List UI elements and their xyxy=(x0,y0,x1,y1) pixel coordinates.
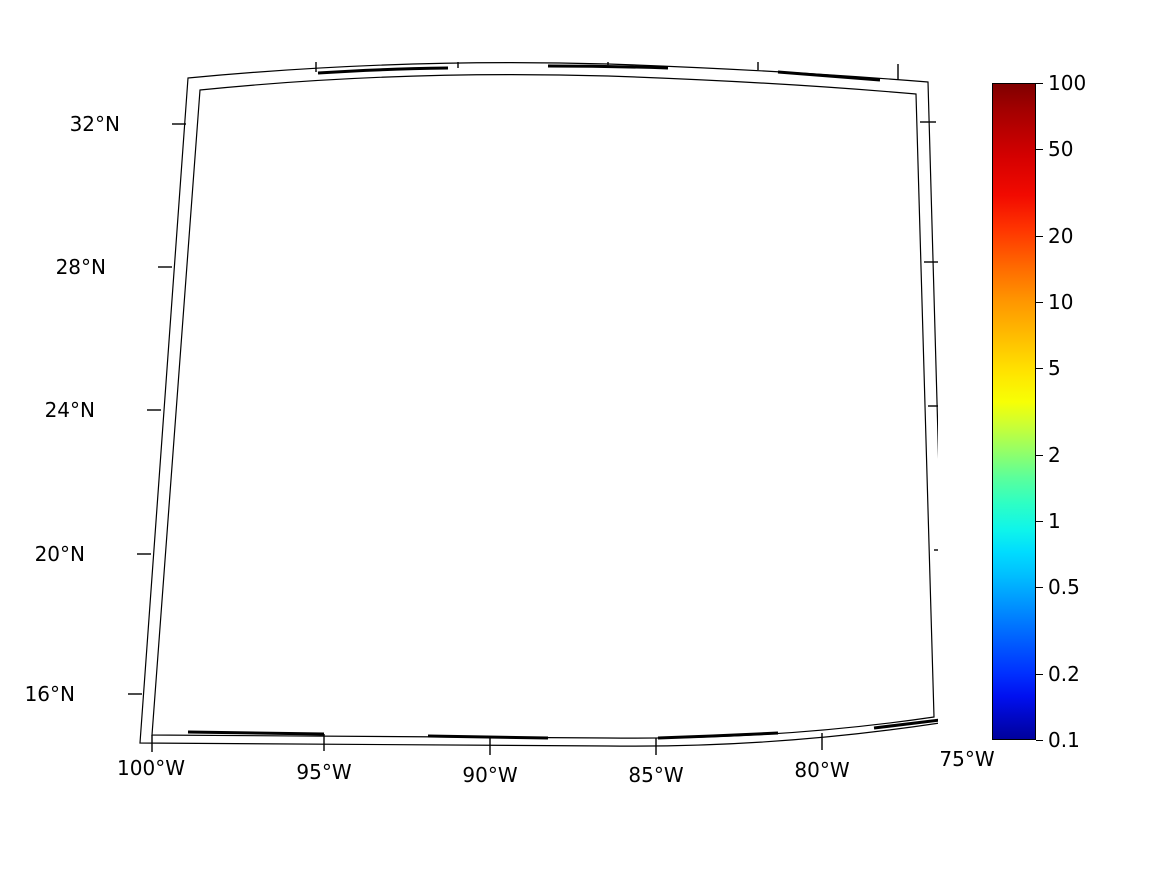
colorbar-label-10: 10 xyxy=(1048,290,1074,314)
colorbar-label-5: 5 xyxy=(1048,356,1061,380)
lon-tick-label-85w: 85°W xyxy=(628,763,684,787)
map-axes[interactable]: 32°N 28°N 24°N 20°N 16°N 100°W 95°W 90°W… xyxy=(25,62,995,787)
lat-tick-label-24n: 24°N xyxy=(44,398,95,422)
colorbar-tick-5 xyxy=(1036,368,1043,369)
frame-ticks-band xyxy=(187,64,938,740)
lon-tick-label-100w: 100°W xyxy=(117,756,185,780)
colorbar-tick-0.2 xyxy=(1036,674,1043,675)
colorbar-label-0.5: 0.5 xyxy=(1048,575,1080,599)
colorbar-tick-0.1 xyxy=(1036,740,1043,741)
lon-tick-marks xyxy=(151,733,823,755)
top-tick-marks xyxy=(315,62,899,80)
map-plot[interactable] xyxy=(128,62,938,762)
colorbar-tick-100 xyxy=(1036,83,1043,84)
colorbar-tick-1 xyxy=(1036,521,1043,522)
colorbar-label-100: 100 xyxy=(1048,71,1087,95)
colorbar-label-0.1: 0.1 xyxy=(1048,728,1080,752)
lon-tick-label-80w: 80°W xyxy=(794,758,850,782)
colorbar-label-0.2: 0.2 xyxy=(1048,662,1080,686)
lon-tick-label-75w: 75°W xyxy=(939,747,995,771)
colorbar-label-1: 1 xyxy=(1048,509,1061,533)
colorbar-gradient[interactable] xyxy=(992,83,1036,740)
lat-tick-label-32n: 32°N xyxy=(69,112,120,136)
right-tick-marks xyxy=(920,121,938,551)
lat-tick-label-20n: 20°N xyxy=(34,542,85,566)
colorbar-label-20: 20 xyxy=(1048,224,1074,248)
colorbar-label-50: 50 xyxy=(1048,137,1074,161)
lat-tick-label-16n: 16°N xyxy=(24,682,75,706)
frame-outer-band xyxy=(139,62,938,747)
colorbar[interactable]: 100 50 20 10 5 2 1 0.5 0.2 0.1 xyxy=(992,71,1086,752)
colorbar-label-2: 2 xyxy=(1048,443,1061,467)
lon-tick-label-95w: 95°W xyxy=(296,760,352,784)
colorbar-tick-0.5 xyxy=(1036,587,1043,588)
colorbar-tick-10 xyxy=(1036,302,1043,303)
colorbar-tick-20 xyxy=(1036,236,1043,237)
lon-tick-label-90w: 90°W xyxy=(462,763,518,787)
lat-tick-label-28n: 28°N xyxy=(55,255,106,279)
lat-tick-marks xyxy=(128,123,186,695)
map-frame xyxy=(128,62,938,755)
colorbar-tick-50 xyxy=(1036,149,1043,150)
colorbar-tick-2 xyxy=(1036,455,1043,456)
